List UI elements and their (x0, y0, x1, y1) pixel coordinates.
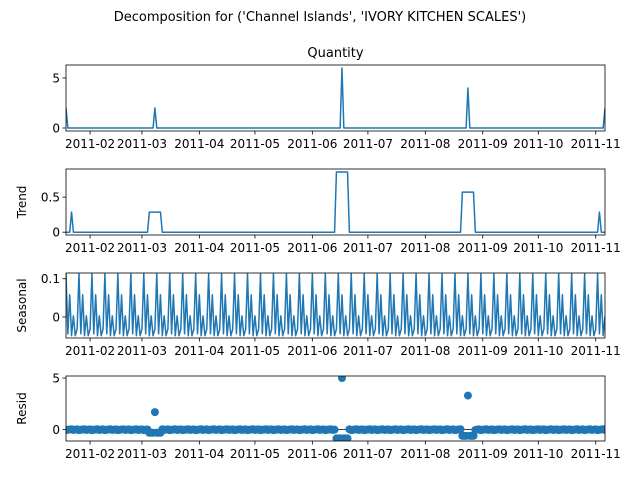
xtick-label: 2011-09 (458, 447, 508, 461)
figure-suptitle: Decomposition for ('Channel Islands', 'I… (114, 10, 526, 25)
xtick-label: 2011-10 (513, 447, 563, 461)
panel-trend: 0 0.5 2011-02 2011-03 2011-04 2011-05 2011-06 2… (15, 168, 621, 255)
xtick-label: 2011-06 (287, 344, 337, 358)
resid-point (601, 425, 605, 434)
resid-point (456, 425, 465, 434)
xtick-label: 2011-05 (230, 447, 280, 461)
xtick-label: 2011-09 (458, 344, 508, 358)
xtick-label: 2011-02 (65, 344, 115, 358)
xtick-label: 2011-08 (400, 447, 450, 461)
xtick-label: 2011-02 (65, 137, 115, 151)
resid-point (337, 376, 346, 383)
axes-frame-trend (65, 168, 606, 236)
xtick-label: 2011-05 (230, 344, 280, 358)
axes-frame-seasonal (65, 272, 606, 339)
ylabel-seasonal: Seasonal (15, 278, 29, 332)
xtick-label: 2011-05 (230, 137, 280, 151)
resid-point (343, 434, 352, 441)
xtick-label: 2011-08 (400, 344, 450, 358)
resid-point (330, 425, 339, 434)
xtick-label: 2011-10 (513, 137, 563, 151)
xtick-label: 2011-03 (117, 241, 167, 255)
resid-point (463, 391, 472, 400)
ytick-label: 0.1 (41, 272, 60, 286)
xtick-label: 2011-04 (174, 447, 224, 461)
xtick-label: 2011-11 (571, 137, 621, 151)
xtick-label: 2011-08 (400, 241, 450, 255)
xtick-label: 2011-02 (65, 241, 115, 255)
xtick-label: 2011-02 (65, 447, 115, 461)
ylabel-resid: Resid (15, 392, 29, 424)
plot-area-trend (66, 171, 605, 233)
ytick-label: 0 (52, 122, 60, 136)
xtick-label: 2011-03 (117, 344, 167, 358)
plot-area-observed (66, 67, 605, 129)
xtick-label: 2011-07 (343, 241, 393, 255)
xtick-label: 2011-11 (571, 241, 621, 255)
xtick-label: 2011-03 (117, 447, 167, 461)
xtick-label: 2011-08 (400, 137, 450, 151)
panel-seasonal: 0 0.1 2011-02 2011-03 2011-04 2011-05 2011-06 2… (15, 272, 621, 358)
xtick-label: 2011-03 (117, 137, 167, 151)
plot-area-resid (66, 376, 605, 441)
xtick-label: 2011-04 (174, 137, 224, 151)
xtick-label: 2011-09 (458, 137, 508, 151)
ylabel-trend: Trend (15, 186, 29, 220)
series-line-seasonal (66, 273, 605, 337)
resid-point (150, 408, 159, 417)
axes-frame-observed (65, 64, 606, 132)
panel-resid: 0 5 2011-02 2011-03 2011-04 2011-05 2011-06 201… (15, 372, 621, 461)
panel-observed: 0 5 2011-02 2011-03 2011-04 2011-05 2011-06 201… (52, 46, 620, 151)
panel-title-observed: Quantity (307, 46, 363, 61)
xtick-label: 2011-11 (571, 344, 621, 358)
ytick-label: 5 (52, 72, 60, 86)
xtick-label: 2011-09 (458, 241, 508, 255)
xtick-label: 2011-06 (287, 137, 337, 151)
xtick-label: 2011-07 (343, 447, 393, 461)
xtick-label: 2011-05 (230, 241, 280, 255)
xtick-label: 2011-04 (174, 344, 224, 358)
xtick-label: 2011-07 (343, 137, 393, 151)
xtick-label: 2011-10 (513, 241, 563, 255)
series-line-observed (66, 67, 605, 129)
axes-frame-resid (65, 375, 606, 442)
series-line-trend (66, 171, 605, 233)
ytick-label: 0 (52, 423, 60, 437)
xtick-label: 2011-10 (513, 344, 563, 358)
ytick-label: 0 (52, 310, 60, 324)
ytick-label: 0.5 (41, 191, 60, 205)
plot-area-seasonal (66, 273, 605, 337)
ytick-label: 0 (52, 226, 60, 240)
xtick-label: 2011-06 (287, 447, 337, 461)
xtick-label: 2011-07 (343, 344, 393, 358)
xtick-label: 2011-11 (571, 447, 621, 461)
xtick-label: 2011-04 (174, 241, 224, 255)
xtick-label: 2011-06 (287, 241, 337, 255)
ytick-label: 5 (52, 372, 60, 386)
